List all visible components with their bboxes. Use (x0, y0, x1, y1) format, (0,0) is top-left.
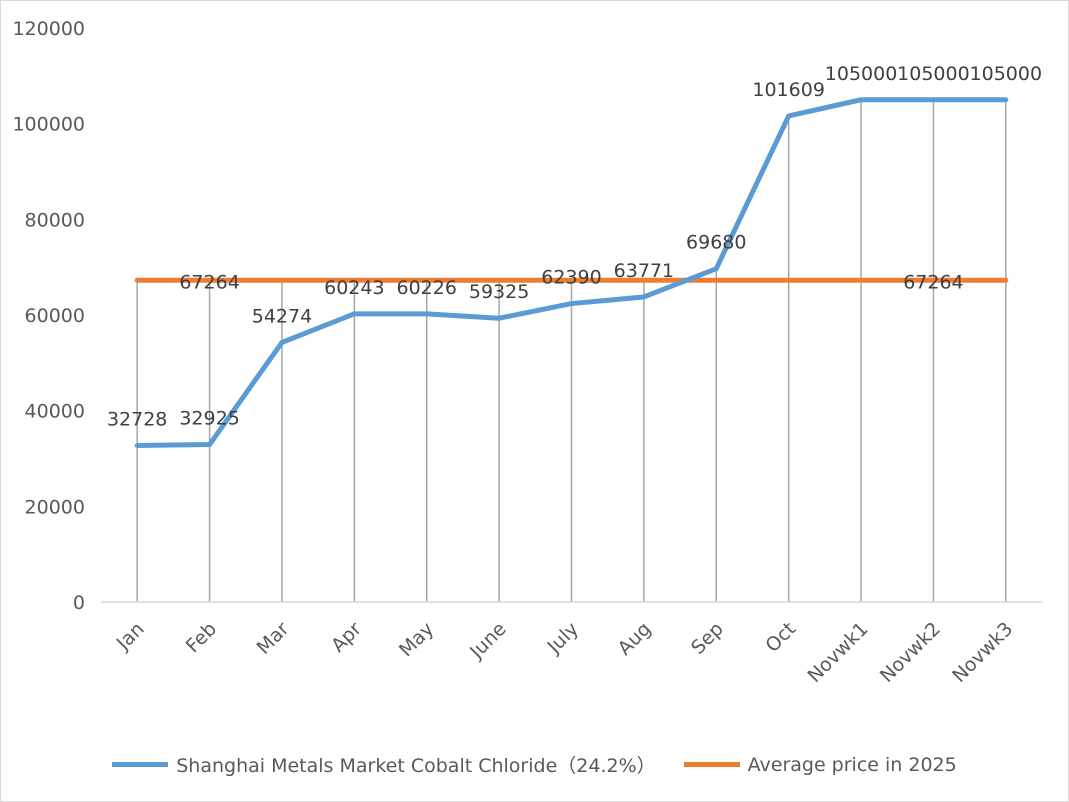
legend-swatch-blue (112, 762, 169, 767)
data-label: 54274 (252, 305, 312, 327)
data-label: 32728 (107, 408, 167, 430)
x-tick-label: June (465, 618, 511, 664)
x-tick-label: Novwk2 (876, 618, 945, 687)
x-tick-label: July (543, 618, 583, 658)
data-label: 105000 (970, 63, 1043, 85)
legend-swatch-orange (683, 762, 740, 767)
x-tick-label: Novwk1 (803, 618, 872, 687)
x-tick-label: Jan (112, 618, 149, 655)
y-tick-label: 60000 (25, 305, 85, 327)
y-tick-label: 100000 (12, 114, 85, 136)
data-label: 32925 (179, 408, 239, 430)
x-tick-label: Novwk3 (948, 618, 1017, 687)
x-tick-label: Oct (761, 618, 800, 657)
x-tick-label: Mar (253, 618, 294, 659)
y-tick-label: 40000 (25, 401, 85, 423)
data-label: 101609 (752, 79, 825, 101)
x-tick-label: Feb (182, 618, 221, 657)
data-label: 69680 (686, 232, 746, 254)
data-label: 60243 (324, 277, 384, 299)
data-label: 59325 (469, 281, 529, 303)
data-label: 60226 (397, 277, 457, 299)
x-tick-label: Apr (327, 618, 366, 657)
x-tick-label: Sep (687, 618, 728, 659)
legend-item-cobalt-chloride: Shanghai Metals Market Cobalt Chloride（2… (112, 751, 656, 778)
average-data-label: 67264 (903, 271, 963, 293)
average-data-label: 67264 (179, 271, 239, 293)
data-label: 63771 (614, 260, 674, 282)
series-line-cobalt-chloride (134, 97, 1009, 448)
data-label: 62390 (541, 267, 601, 289)
legend: Shanghai Metals Market Cobalt Chloride（2… (1, 751, 1068, 778)
y-tick-label: 80000 (25, 209, 85, 231)
x-tick-label: Aug (614, 618, 656, 660)
data-label: 105000 (897, 63, 970, 85)
x-tick-label: May (395, 618, 438, 661)
y-tick-label: 120000 (12, 18, 85, 40)
legend-label: Average price in 2025 (747, 753, 957, 776)
legend-item-average-price: Average price in 2025 (683, 751, 957, 778)
y-tick-label: 0 (73, 592, 85, 614)
legend-label: Shanghai Metals Market Cobalt Chloride（2… (176, 755, 656, 777)
y-tick-label: 20000 (25, 496, 85, 518)
data-label: 105000 (825, 63, 898, 85)
